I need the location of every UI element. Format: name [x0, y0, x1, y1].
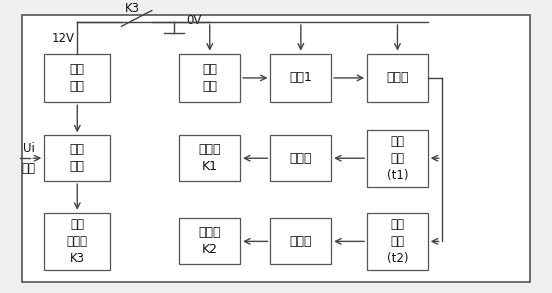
Bar	[270, 54, 331, 102]
Bar	[367, 130, 428, 187]
Bar	[44, 135, 110, 181]
Text: 整流
降压: 整流 降压	[70, 143, 85, 173]
Text: 驱动器: 驱动器	[290, 235, 312, 248]
Text: 12V: 12V	[51, 32, 75, 45]
Text: 继电器
K2: 继电器 K2	[199, 226, 221, 256]
Bar	[367, 54, 428, 102]
Text: 储能
电源: 储能 电源	[70, 63, 85, 93]
Bar	[44, 213, 110, 270]
Bar	[367, 213, 428, 270]
Text: 整定
开关
(t1): 整定 开关 (t1)	[387, 135, 408, 182]
Text: K3: K3	[125, 2, 140, 15]
Bar	[44, 54, 110, 102]
Bar	[179, 219, 240, 264]
Text: 分频1: 分频1	[289, 71, 312, 84]
Bar	[179, 54, 240, 102]
Bar	[270, 135, 331, 181]
Text: Ui: Ui	[23, 142, 35, 155]
Text: 继电器
K1: 继电器 K1	[199, 143, 221, 173]
Text: 晶体
分频: 晶体 分频	[202, 63, 217, 93]
Bar	[179, 135, 240, 181]
Text: 交流: 交流	[22, 162, 36, 175]
Text: 0V: 0V	[186, 14, 201, 27]
Bar	[270, 219, 331, 264]
Text: 整定
开关
(t2): 整定 开关 (t2)	[387, 218, 408, 265]
Text: 计数器: 计数器	[386, 71, 408, 84]
Text: 瞬动
继电器
K3: 瞬动 继电器 K3	[67, 218, 88, 265]
Text: 驱动器: 驱动器	[290, 152, 312, 165]
